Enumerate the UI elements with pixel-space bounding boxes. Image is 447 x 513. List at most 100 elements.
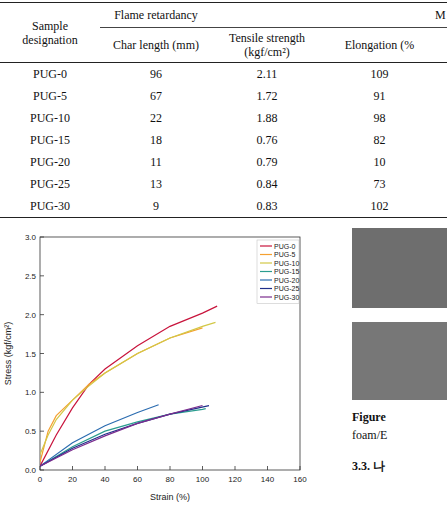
table-cell: PUG-25 xyxy=(0,173,100,195)
empty-cell xyxy=(437,129,447,151)
empty-cell xyxy=(437,28,447,63)
y-tick-label: 1.5 xyxy=(25,350,37,359)
table-cell: 10 xyxy=(322,151,437,173)
table-cell: 13 xyxy=(100,173,212,195)
sem-image xyxy=(352,228,447,308)
legend-label: PUG-25 xyxy=(274,285,299,292)
y-axis-title: Stress (kgf/cm²) xyxy=(3,322,13,386)
empty-cell xyxy=(437,63,447,86)
table-cell: PUG-0 xyxy=(0,63,100,86)
x-tick-label: 20 xyxy=(68,475,77,484)
series-line xyxy=(40,409,206,466)
table-cell: PUG-15 xyxy=(0,129,100,151)
x-tick xyxy=(72,466,73,470)
y-tick xyxy=(40,275,44,276)
header-cell: Tensile strength (kgf/cm²) xyxy=(212,28,322,63)
table-cell: 67 xyxy=(100,85,212,107)
table-cell: PUG-30 xyxy=(0,195,100,218)
legend-swatch xyxy=(260,271,272,272)
y-tick xyxy=(40,431,44,432)
side-text: 3.3. 나 xyxy=(352,458,385,475)
legend-swatch xyxy=(260,279,272,280)
chart: 0204060801001201401600.00.51.01.52.02.53… xyxy=(0,222,335,512)
table-cell: 1.72 xyxy=(212,85,322,107)
y-tick xyxy=(40,470,44,471)
legend-label: PUG-0 xyxy=(274,243,296,250)
x-tick xyxy=(137,466,138,470)
table-cell: 22 xyxy=(100,107,212,129)
series-line xyxy=(40,328,203,462)
x-tick-label: 40 xyxy=(101,475,110,484)
legend-label: PUG-10 xyxy=(274,260,299,267)
x-tick-label: 160 xyxy=(293,475,307,484)
y-tick-label: 3.0 xyxy=(25,233,37,242)
table-cell: 0.83 xyxy=(212,195,322,218)
y-tick-label: 2.5 xyxy=(25,272,37,281)
table-cell: 11 xyxy=(100,151,212,173)
table-cell: PUG-5 xyxy=(0,85,100,107)
y-tick xyxy=(40,353,44,354)
table-cell: 0.79 xyxy=(212,151,322,173)
table-cell: 73 xyxy=(322,173,437,195)
x-tick-label: 140 xyxy=(261,475,275,484)
table-cell: PUG-20 xyxy=(0,151,100,173)
table-cell: 91 xyxy=(322,85,437,107)
x-tick xyxy=(170,466,171,470)
legend-swatch xyxy=(260,262,272,263)
side-text: foam/E xyxy=(352,428,387,443)
sem-image xyxy=(352,322,447,400)
x-tick-label: 60 xyxy=(133,475,142,484)
legend-label: PUG-15 xyxy=(274,268,299,275)
table-cell: 9 xyxy=(100,195,212,218)
header-cell: M xyxy=(212,3,447,28)
legend-label: PUG-5 xyxy=(274,251,296,258)
empty-cell xyxy=(437,85,447,107)
table-cell: PUG-10 xyxy=(0,107,100,129)
y-tick-label: 1.0 xyxy=(25,388,37,397)
x-tick xyxy=(300,466,301,470)
legend-box xyxy=(257,240,299,304)
y-tick xyxy=(40,237,44,238)
x-axis-title: Strain (%) xyxy=(150,492,190,502)
y-tick xyxy=(40,314,44,315)
legend-label: PUG-30 xyxy=(274,294,299,301)
lines xyxy=(40,306,217,466)
x-tick xyxy=(105,466,106,470)
y-tick-label: 2.0 xyxy=(25,311,37,320)
table-cell: 98 xyxy=(322,107,437,129)
series-line xyxy=(40,406,209,467)
plot-frame xyxy=(40,237,300,470)
legend-swatch xyxy=(260,254,272,255)
legend: PUG-0PUG-5 PUG-10PUG-15 PUG-20PUG-25 PUG-30 xyxy=(257,240,299,304)
x-tick-label: 0 xyxy=(38,475,43,484)
table-cell: 2.11 xyxy=(212,63,322,86)
x-tick xyxy=(202,466,203,470)
empty-cell xyxy=(437,195,447,218)
series-line xyxy=(40,406,203,467)
table-cell: 109 xyxy=(322,63,437,86)
legend-label: PUG-20 xyxy=(274,277,299,284)
header-cell: Elongation (% xyxy=(322,28,437,63)
y-tick-label: 0.0 xyxy=(25,466,37,475)
table-cell: 18 xyxy=(100,129,212,151)
table-cell: 0.84 xyxy=(212,173,322,195)
header-cell: Sample designation xyxy=(0,3,100,63)
table-wrap: Sample designationFlame retardancyMChar … xyxy=(0,2,447,218)
series-line xyxy=(40,306,217,466)
x-tick-label: 80 xyxy=(166,475,175,484)
legend-swatch xyxy=(260,288,272,289)
y-tick xyxy=(40,392,44,393)
table-cell: 82 xyxy=(322,129,437,151)
header-cell: Char length (mm) xyxy=(100,28,212,63)
legend-swatch xyxy=(260,245,272,246)
x-tick-label: 100 xyxy=(196,475,210,484)
table-cell: 102 xyxy=(322,195,437,218)
table: Sample designationFlame retardancyMChar … xyxy=(0,2,447,218)
series-line xyxy=(40,322,216,454)
side-text: Figure xyxy=(352,410,386,425)
table-cell: 1.88 xyxy=(212,107,322,129)
y-tick-label: 0.5 xyxy=(25,427,37,436)
table-cell: 0.76 xyxy=(212,129,322,151)
legend-swatch xyxy=(260,296,272,297)
empty-cell xyxy=(437,173,447,195)
